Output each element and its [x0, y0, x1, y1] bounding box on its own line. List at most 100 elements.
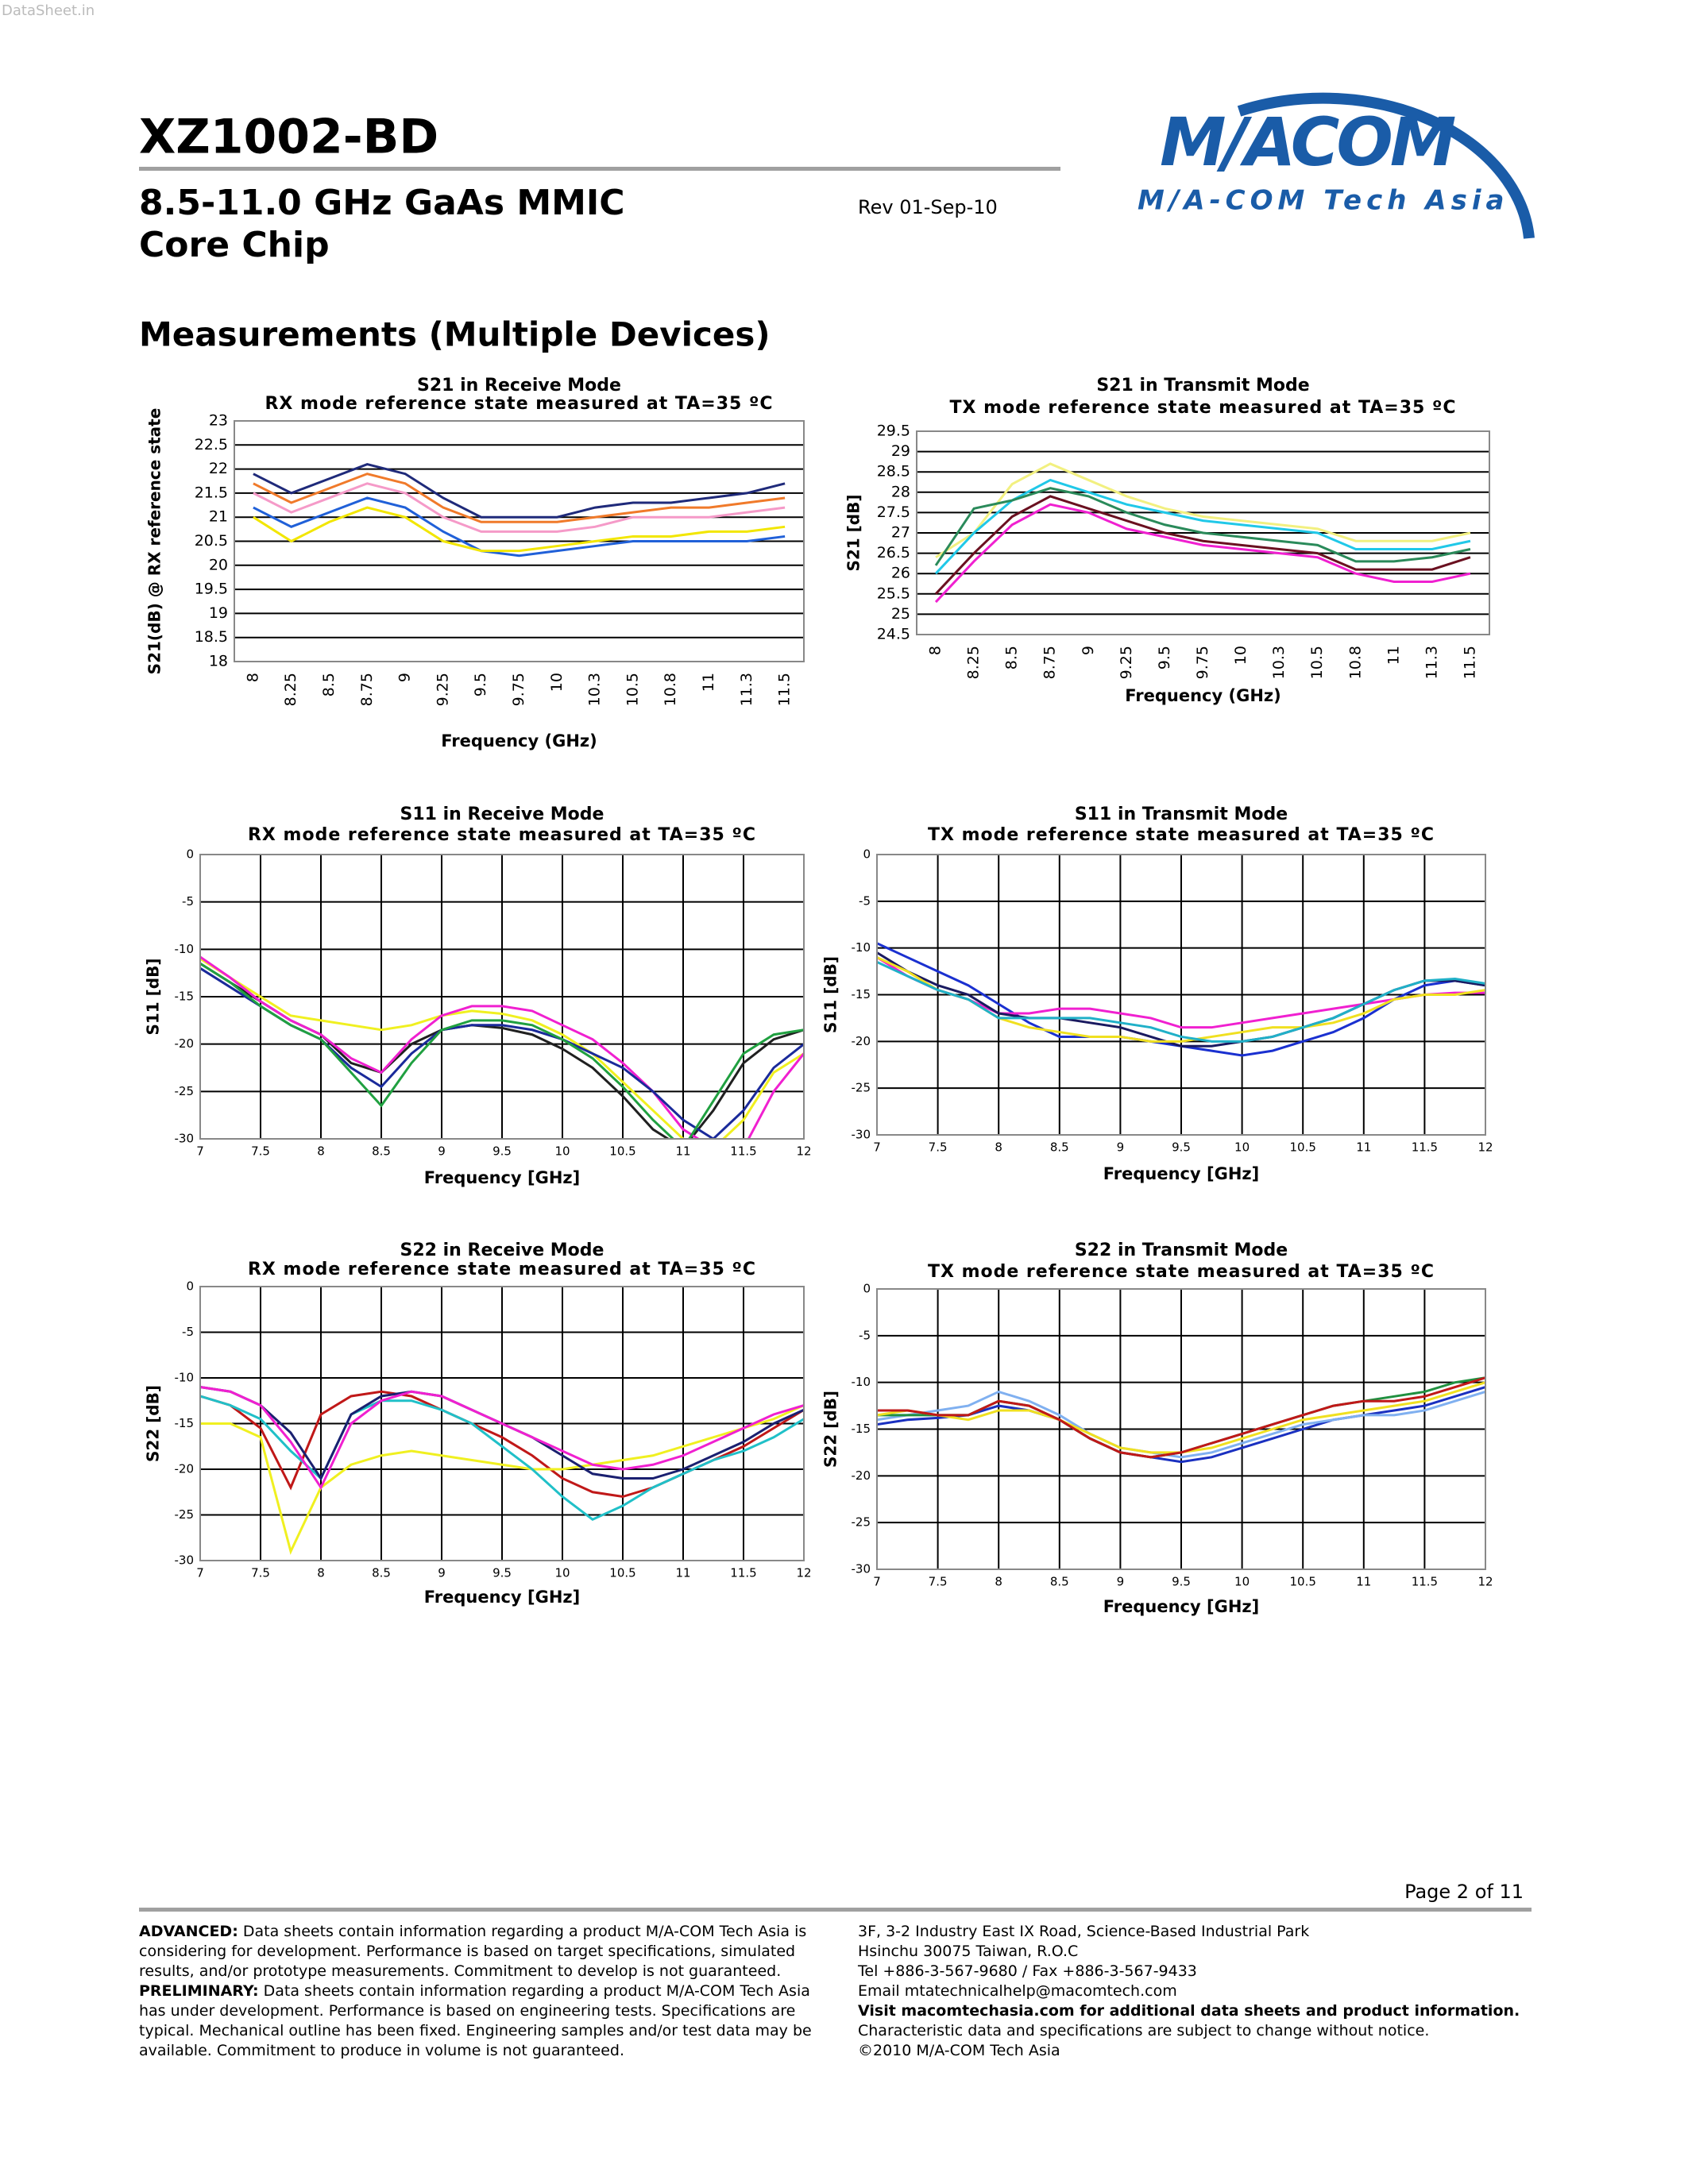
series-line — [253, 473, 786, 523]
chart-subtitle: TX mode reference state measured at TA=3… — [928, 1262, 1435, 1282]
x-tick-label: 10.5 — [609, 1566, 635, 1580]
subtitle-line: Core Chip — [139, 225, 330, 265]
plot-frame — [916, 430, 1490, 635]
y-tick-label: 22.5 — [195, 436, 228, 453]
y-tick-label: 24.5 — [877, 626, 910, 643]
page-number: Page 2 of 11 — [1404, 1881, 1524, 1903]
x-tick-label: 10 — [554, 1144, 570, 1159]
x-tick-label: 9 — [438, 1144, 446, 1159]
chart-subtitle: TX mode reference state measured at TA=3… — [949, 398, 1456, 418]
y-tick-label: -10 — [852, 940, 871, 955]
series-line — [253, 496, 786, 558]
x-tick-label: 11.5 — [1412, 1575, 1438, 1589]
chart-title: S11 in Transmit Mode — [1075, 805, 1288, 824]
series-line — [934, 495, 1471, 595]
y-tick-label: 20 — [209, 556, 228, 573]
x-tick-label: 10 — [1232, 646, 1250, 665]
x-axis-label: Frequency [GHz] — [1103, 1597, 1259, 1616]
part-number: XZ1002-BD — [139, 110, 438, 165]
address-line: Hsinchu 30075 Taiwan, R.O.C — [858, 1943, 1079, 1960]
y-axis-label: S21 [dB] — [844, 494, 863, 571]
y-tick-label: 28.5 — [877, 463, 910, 480]
y-tick-label: -20 — [175, 1462, 195, 1476]
x-tick-label: 7 — [873, 1140, 881, 1155]
x-tick-label: 11.5 — [730, 1566, 756, 1580]
x-tick-label: 12 — [796, 1144, 811, 1159]
chart-title: S21 in Transmit Mode — [1096, 376, 1309, 396]
y-tick-label: -15 — [175, 990, 195, 1004]
logo: M/ACOM — [1160, 103, 1455, 181]
x-tick-label: 8.25 — [282, 673, 299, 706]
y-tick-label: 0 — [863, 1282, 871, 1296]
series-line — [935, 462, 1471, 558]
x-tick-label: 11.5 — [730, 1144, 756, 1159]
chart-subtitle: TX mode reference state measured at TA=3… — [928, 825, 1435, 845]
x-tick-label: 8 — [244, 673, 261, 682]
plot-frame — [234, 420, 805, 662]
address-line: Tel +886-3-567-9680 / Fax +886-3-567-943… — [858, 1962, 1197, 1980]
y-tick-label: -25 — [852, 1515, 871, 1530]
y-tick-label: 26 — [891, 565, 910, 582]
y-tick-label: -10 — [852, 1375, 871, 1389]
y-tick-label: -10 — [175, 942, 195, 956]
y-axis-label: S11 [dB] — [144, 958, 163, 1035]
x-tick-label: 11 — [700, 673, 717, 692]
x-axis-label: Frequency [GHz] — [424, 1168, 580, 1187]
y-tick-label: -15 — [852, 1422, 871, 1436]
x-tick-label: 8.25 — [965, 646, 983, 679]
x-axis-label: Frequency (GHz) — [441, 731, 597, 751]
y-tick-label: 0 — [186, 847, 194, 862]
y-tick-label: -30 — [175, 1553, 195, 1568]
x-tick-label: 8.5 — [1003, 646, 1021, 669]
y-tick-label: 25.5 — [877, 585, 910, 602]
x-tick-label: 10 — [548, 673, 566, 692]
y-tick-label: 29.5 — [877, 423, 910, 440]
series-line — [253, 506, 786, 553]
visit-line: Visit macomtechasia.com for additional d… — [858, 2002, 1520, 2020]
series-line — [253, 462, 786, 519]
x-tick-label: 9.5 — [492, 1144, 512, 1159]
revision: Rev 01-Sep-10 — [858, 196, 998, 218]
chart-subtitle: RX mode reference state measured at TA=3… — [248, 825, 756, 845]
y-tick-label: 19.5 — [195, 581, 228, 598]
y-tick-label: -5 — [182, 894, 194, 909]
note-label: PRELIMINARY: — [139, 1982, 259, 2000]
subtitle-line: 8.5-11.0 GHz GaAs MMIC — [139, 183, 625, 223]
y-tick-label: 27.5 — [877, 504, 910, 521]
x-tick-label: 11 — [1385, 646, 1402, 665]
x-tick-label: 10.8 — [1346, 646, 1364, 679]
series-line — [200, 1395, 804, 1521]
x-tick-label: 9.5 — [492, 1566, 512, 1580]
x-tick-label: 10.5 — [1308, 646, 1326, 679]
y-axis-label: S22 [dB] — [144, 1385, 163, 1462]
x-tick-label: 10.3 — [1270, 646, 1288, 679]
notice-line: Characteristic data and specifications a… — [858, 2022, 1430, 2039]
y-tick-label: -30 — [852, 1128, 871, 1142]
y-tick-label: -5 — [859, 893, 871, 908]
advanced-note: ADVANCED: Data sheets contain informatio… — [139, 1922, 830, 1981]
x-tick-label: 9 — [1080, 646, 1097, 655]
y-axis-label: S11 [dB] — [821, 956, 840, 1033]
x-tick-label: 11.5 — [776, 673, 794, 706]
chart-title: S21 in Receive Mode — [417, 376, 621, 396]
x-tick-label: 10 — [1234, 1140, 1250, 1155]
x-tick-label: 9.75 — [510, 673, 527, 706]
y-tick-label: 21.5 — [195, 484, 228, 501]
footer-right: 3F, 3-2 Industry East IX Road, Science-B… — [858, 1922, 1652, 2061]
x-tick-label: 8.5 — [1050, 1575, 1069, 1589]
note-text: Data sheets contain information regardin… — [139, 1923, 807, 1980]
chart-subtitle: RX mode reference state measured at TA=3… — [265, 394, 773, 414]
series-line — [200, 962, 804, 1139]
x-tick-label: 12 — [1477, 1575, 1493, 1589]
y-tick-label: -10 — [175, 1371, 195, 1385]
watermark: DataSheet.in — [2, 2, 95, 19]
x-tick-label: 11.3 — [738, 673, 755, 706]
address-line: 3F, 3-2 Industry East IX Road, Science-B… — [858, 1923, 1310, 1940]
y-axis-label: S22 [dB] — [821, 1391, 840, 1468]
y-tick-label: 18.5 — [195, 628, 228, 646]
x-tick-label: 8.5 — [372, 1566, 391, 1580]
x-tick-label: 11.5 — [1412, 1140, 1438, 1155]
plot-frame — [876, 1288, 1486, 1570]
x-tick-label: 8 — [317, 1144, 325, 1159]
